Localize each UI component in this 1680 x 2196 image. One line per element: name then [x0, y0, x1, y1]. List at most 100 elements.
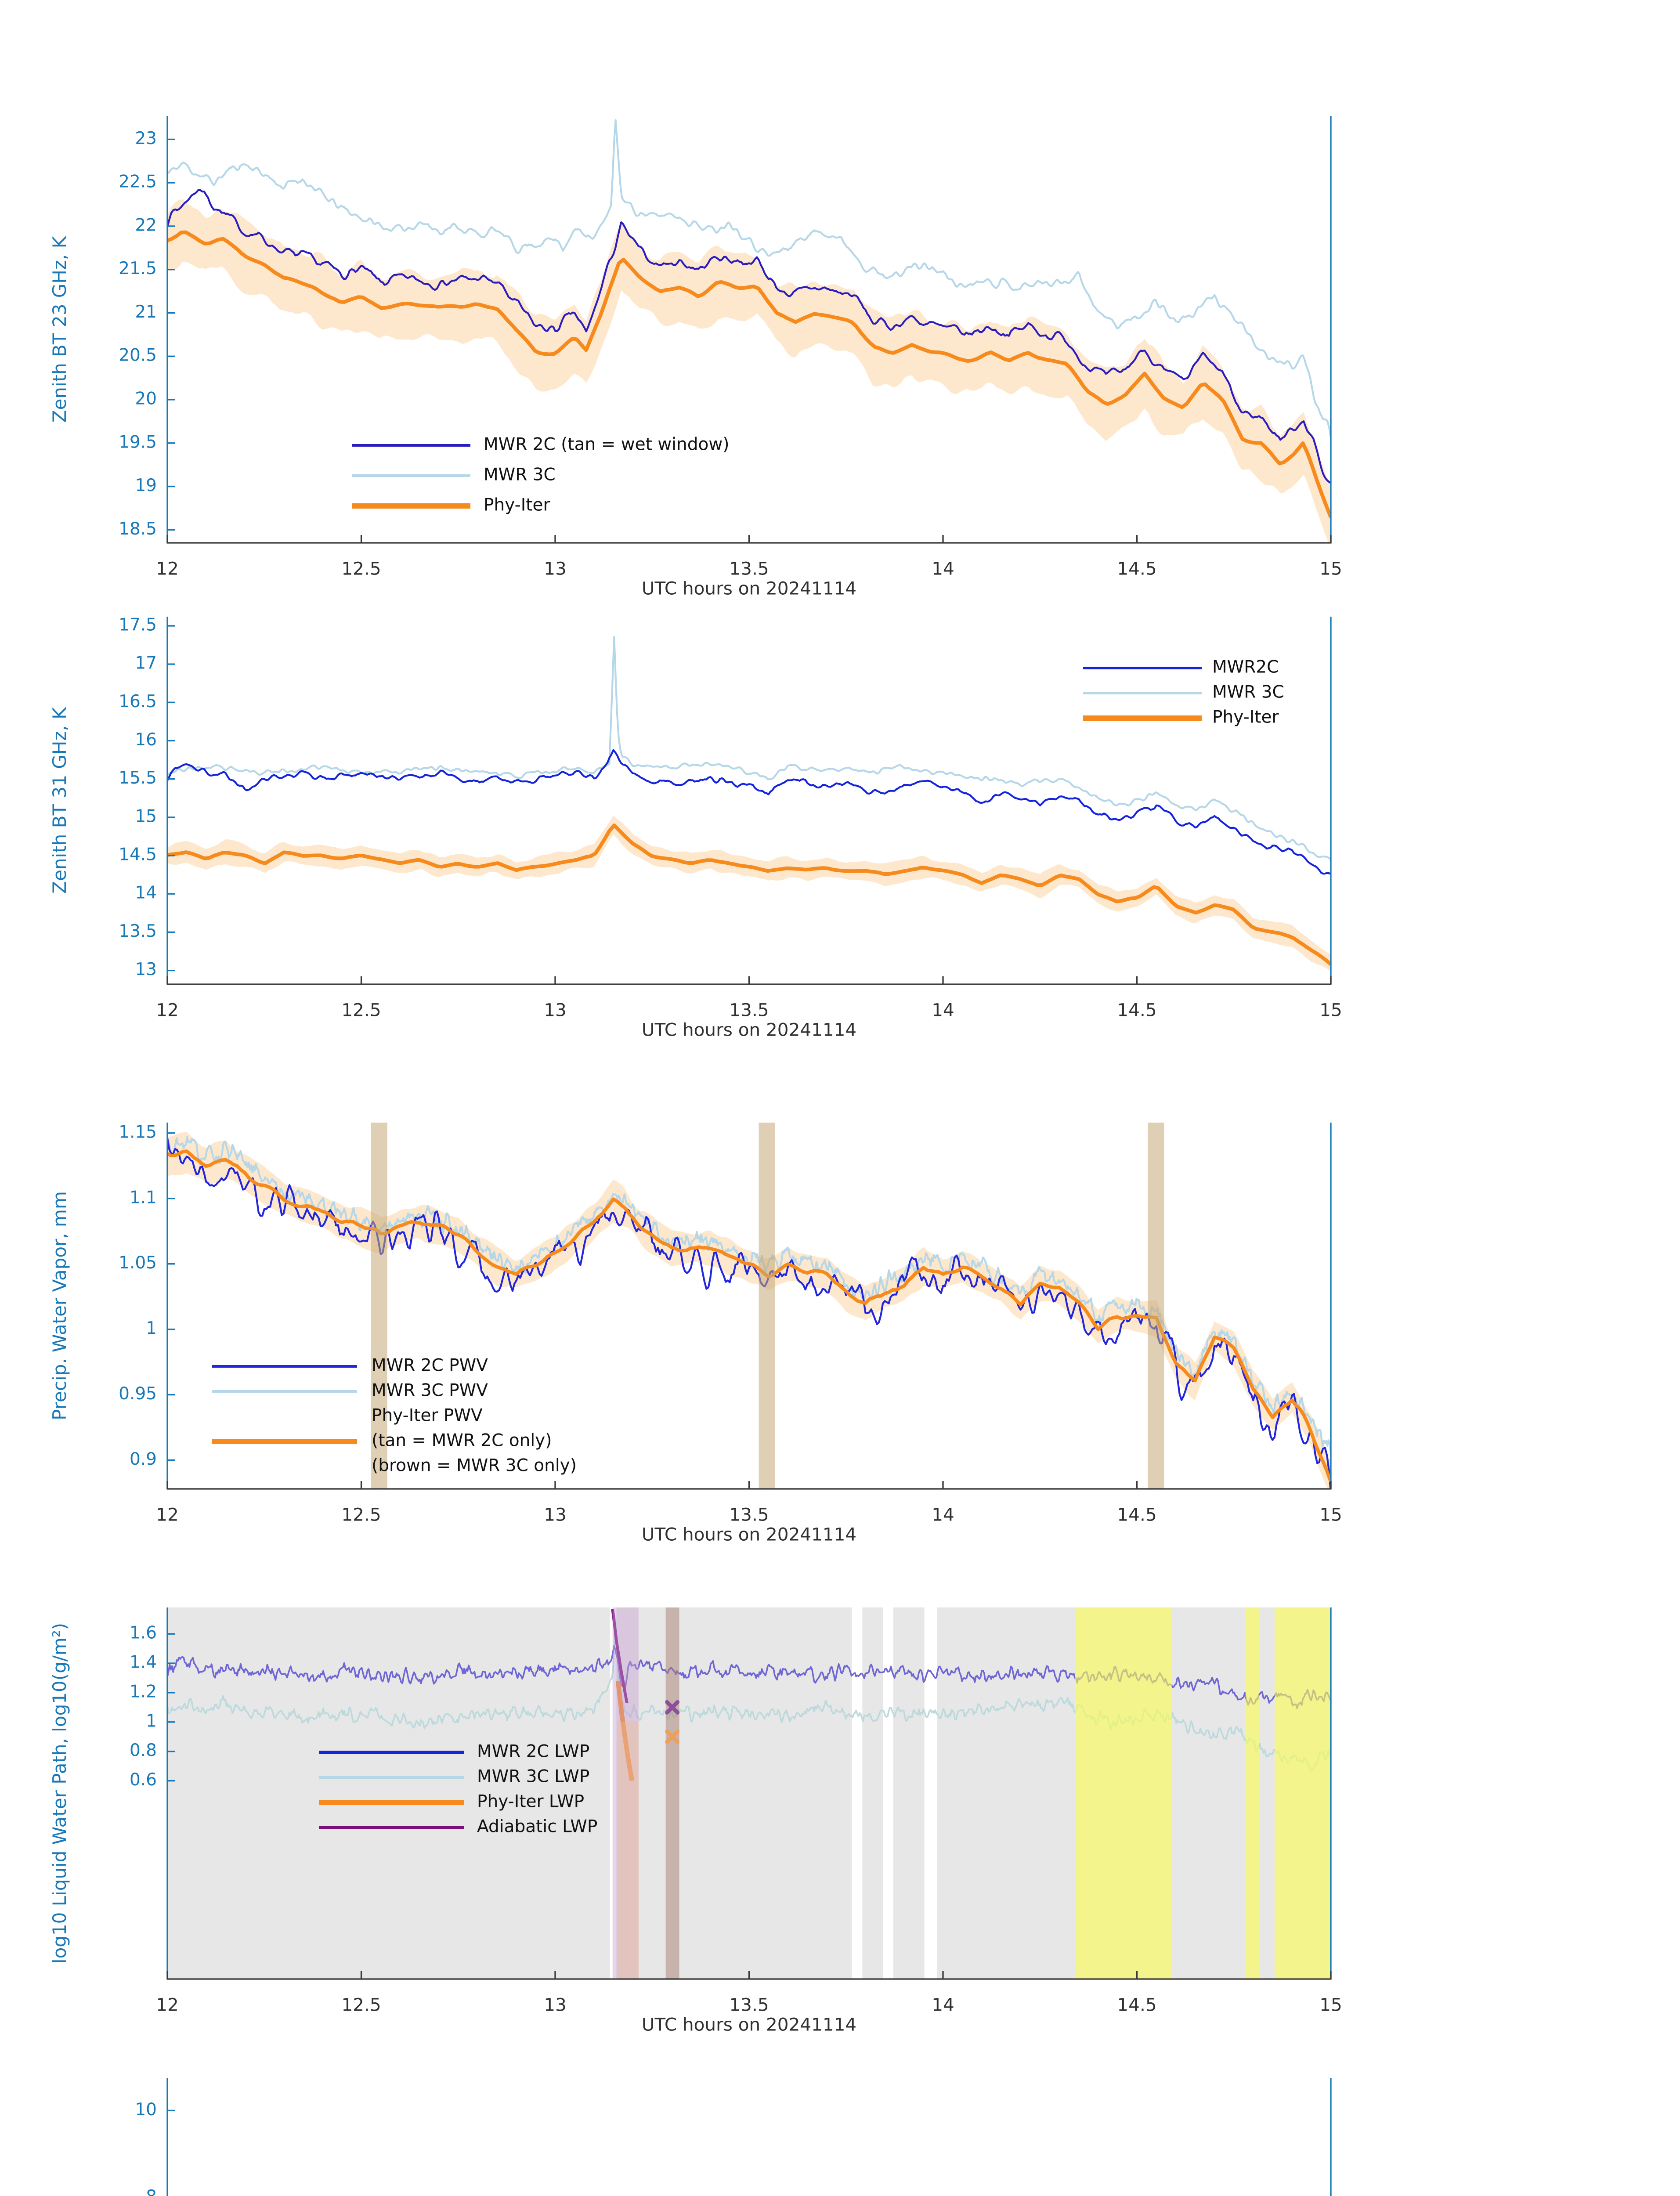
- y-tick-label: 19: [135, 476, 157, 495]
- legend-label: MWR 2C (tan = wet window): [484, 435, 730, 455]
- series-mwr-3c: [167, 636, 1331, 861]
- y-tick-label: 15: [135, 806, 157, 826]
- y-tick-label: 1: [146, 1711, 157, 1731]
- plot-2: 13 13.5 14 14.5 15 15.5 16 16.5 17 17.5 12 12.5 13 13…: [49, 615, 1342, 1040]
- y-axis-label: Precip. Water Vapor, mm: [49, 1191, 70, 1420]
- y-tick-label: 1.2: [130, 1682, 157, 1701]
- plot-area: [167, 636, 1331, 972]
- legend-label: Phy-Iter: [1212, 708, 1279, 727]
- legend: MWR 2C (tan = wet window) MWR 3C Phy-Iter: [352, 435, 730, 515]
- series-phy-iter-lwp: [615, 1680, 634, 1781]
- x-tick-label: 15: [1319, 1994, 1342, 2015]
- y-tick-label: 19.5: [119, 432, 157, 452]
- x-tick-label: 13.5: [729, 1504, 769, 1525]
- x-axis-label: UTC hours on 20241114: [642, 1019, 856, 1040]
- axes-frame: 13 13.5 14 14.5 15 15.5 16 16.5 17 17.5 12 12.5 13 13…: [119, 615, 1342, 1020]
- y-tick-label: 17: [135, 654, 157, 673]
- series-phy-iter: [167, 230, 1331, 518]
- y-tick-label: 17.5: [119, 615, 157, 635]
- x-tick-label: 12.5: [341, 1994, 381, 2015]
- x-tick-label: 13: [544, 558, 567, 579]
- legend-label: Phy-Iter PWV: [372, 1406, 483, 1426]
- axes-frame: 18.5 19 19.5 20 20.5 21 21.5 22 22.5 23 12 12.5 13 13…: [119, 116, 1342, 579]
- x-axis-label: UTC hours on 20241114: [642, 1524, 856, 1545]
- series-phy-iter: [167, 824, 1331, 966]
- legend: MWR 2C LWP MWR 3C LWP Phy-Iter LWP Adiabati…: [319, 1742, 597, 1837]
- plot-1: 18.5 19 19.5 20 20.5 21 21.5 22 22.5 23 12 12.5 13 13…: [49, 116, 1342, 599]
- y-tick-label: 21: [135, 302, 157, 322]
- uncertainty-band: [167, 816, 1331, 972]
- x-axis-label: UTC hours on 20241114: [642, 2014, 856, 2035]
- legend-label: MWR 3C LWP: [477, 1767, 589, 1787]
- y-tick-label: 10: [135, 2100, 157, 2120]
- y-tick-label: 1.6: [130, 1623, 157, 1643]
- x-tick-label: 14.5: [1117, 1504, 1156, 1525]
- x-tick-label: 12: [156, 1504, 179, 1525]
- y-tick-label: 21.5: [119, 259, 157, 278]
- series-mwr-2c: [167, 189, 1331, 484]
- overlay-band: [1245, 1607, 1259, 1979]
- series-phy-iter-pwv: [167, 1149, 1331, 1483]
- y-axis-label: Zenith BT 23 GHz, K: [49, 235, 70, 423]
- white-stripe: [610, 1607, 617, 1979]
- legend-label: MWR 2C LWP: [477, 1742, 589, 1762]
- x-tick-label: 15: [1319, 1504, 1342, 1525]
- overlay-band: [1274, 1607, 1331, 1979]
- y-tick-label: 14: [135, 883, 157, 903]
- y-tick-label: 14.5: [119, 845, 157, 865]
- overlay-band: [612, 1607, 639, 1979]
- legend-label: MWR 3C: [1212, 683, 1284, 702]
- legend-label: (tan = MWR 2C only): [372, 1431, 552, 1451]
- x-marker: [665, 1729, 680, 1744]
- x-tick-label: 14: [932, 1994, 954, 2015]
- x-tick-label: 13.5: [729, 558, 769, 579]
- y-tick-label: 18.5: [119, 519, 157, 539]
- legend: MWR2C MWR 3C Phy-Iter: [1083, 657, 1284, 727]
- x-tick-label: 14: [932, 1504, 954, 1525]
- y-tick-label: 0.6: [130, 1770, 157, 1790]
- y-tick-label: 22.5: [119, 172, 157, 192]
- x-tick-label: 12.5: [341, 558, 381, 579]
- legend-label: MWR2C: [1212, 657, 1279, 677]
- legend: MWR 2C PWV MWR 3C PWV Phy-Iter PWV (tan = M…: [212, 1356, 577, 1476]
- x-tick-label: 14.5: [1117, 1994, 1156, 2015]
- white-stripe: [852, 1607, 863, 1979]
- x-tick-label: 13: [544, 999, 567, 1020]
- y-axis-label: log10 Liquid Water Path, log10(g/m²): [49, 1623, 70, 1964]
- y-axis-label: Zenith BT 31 GHz, K: [49, 707, 70, 894]
- uncertainty-band: [167, 1132, 1331, 1489]
- y-tick-label: 20.5: [119, 346, 157, 365]
- x-tick-label: 12.5: [341, 999, 381, 1020]
- y-tick-label: 23: [135, 129, 157, 148]
- x-tick-label: 13.5: [729, 999, 769, 1020]
- y-tick-label: 8: [146, 2187, 157, 2196]
- y-tick-label: 1.4: [130, 1653, 157, 1672]
- y-tick-label: 0.8: [130, 1741, 157, 1760]
- series-adiabatic-lwp: [611, 1608, 629, 1704]
- y-tick-label: 16.5: [119, 692, 157, 712]
- series-mwr-3c: [167, 119, 1331, 438]
- legend-label: Phy-Iter LWP: [477, 1792, 584, 1812]
- x-tick-label: 14: [932, 558, 954, 579]
- y-tick-label: 13.5: [119, 921, 157, 941]
- overlay-band: [617, 1722, 639, 1979]
- y-tick-label: 1.15: [119, 1122, 157, 1142]
- x-axis-label: UTC hours on 20241114: [642, 578, 856, 599]
- x-tick-label: 14.5: [1117, 558, 1156, 579]
- x-tick-label: 13: [544, 1504, 567, 1525]
- white-stripe: [924, 1607, 937, 1979]
- axes-frame: 0.6 0.8 1 1.2 1.4 1.6 12 12.5 13 13.5 14 14.5 15: [130, 1607, 1342, 2015]
- plot-area: [167, 119, 1331, 543]
- y-tick-label: 13: [135, 960, 157, 979]
- overlay-band: [665, 1607, 679, 1979]
- x-tick-label: 13.5: [729, 1994, 769, 2015]
- x-tick-label: 12: [156, 1994, 179, 2015]
- plot-3: 0.9 0.95 1 1.05 1.1 1.15 12 12.5 13 13.5 14 14.5 15 P…: [49, 1122, 1342, 1545]
- axes-frame: 0.9 0.95 1 1.05 1.1 1.15 12 12.5 13 13.5 14 14.5 15: [119, 1122, 1342, 1525]
- y-tick-label: 16: [135, 730, 157, 750]
- legend-label: MWR 3C: [484, 465, 556, 485]
